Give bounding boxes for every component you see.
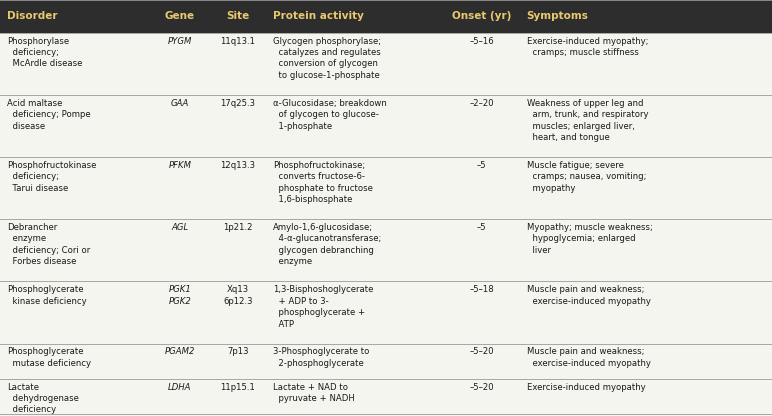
Text: Muscle fatigue; severe
  cramps; nausea, vomiting;
  myopathy: Muscle fatigue; severe cramps; nausea, v… [527, 161, 646, 193]
Text: Phosphorylase
  deficiency;
  McArdle disease: Phosphorylase deficiency; McArdle diseas… [7, 37, 83, 69]
Text: Exercise-induced myopathy;
  cramps; muscle stiffness: Exercise-induced myopathy; cramps; muscl… [527, 37, 648, 57]
Text: 11q13.1: 11q13.1 [220, 37, 256, 46]
Text: Xq13
6p12.3: Xq13 6p12.3 [223, 285, 252, 306]
Text: Lactate + NAD to
  pyruvate + NADH: Lactate + NAD to pyruvate + NADH [273, 383, 355, 403]
Text: Phosphofructokinase;
  converts fructose-6-
  phosphate to fructose
  1,6-bispho: Phosphofructokinase; converts fructose-6… [273, 161, 373, 204]
Text: 3-Phosphoglycerate to
  2-phosphoglycerate: 3-Phosphoglycerate to 2-phosphoglycerate [273, 347, 370, 368]
Text: AGL: AGL [171, 223, 188, 232]
Text: Phosphoglycerate
  kinase deficiency: Phosphoglycerate kinase deficiency [7, 285, 86, 306]
Text: Myopathy; muscle weakness;
  hypoglycemia; enlarged
  liver: Myopathy; muscle weakness; hypoglycemia;… [527, 223, 652, 255]
Text: PGAM2: PGAM2 [164, 347, 195, 357]
Text: Glycogen phosphorylase;
  catalyzes and regulates
  conversion of glycogen
  to : Glycogen phosphorylase; catalyzes and re… [273, 37, 381, 80]
Text: Weakness of upper leg and
  arm, trunk, and respiratory
  muscles; enlarged live: Weakness of upper leg and arm, trunk, an… [527, 99, 648, 142]
Text: 12q13.3: 12q13.3 [220, 161, 256, 170]
Bar [0, 95, 772, 157]
Bar [0, 344, 772, 379]
Text: Exercise-induced myopathy: Exercise-induced myopathy [527, 383, 645, 391]
Text: 1p21.2: 1p21.2 [223, 223, 252, 232]
Bar [0, 282, 772, 344]
Text: –5: –5 [477, 161, 486, 170]
Bar [0, 219, 772, 282]
Text: Muscle pain and weakness;
  exercise-induced myopathy: Muscle pain and weakness; exercise-induc… [527, 347, 650, 368]
Text: 7p13: 7p13 [227, 347, 249, 357]
Text: Disorder: Disorder [7, 11, 57, 21]
Text: –5–16: –5–16 [469, 37, 494, 46]
Text: –5–20: –5–20 [469, 383, 494, 391]
Text: Onset (yr): Onset (yr) [452, 11, 511, 21]
Text: Amylo-1,6-glucosidase;
  4-α-glucanotransferase;
  glycogen debranching
  enzyme: Amylo-1,6-glucosidase; 4-α-glucanotransf… [273, 223, 381, 266]
Text: PGK1
PGK2: PGK1 PGK2 [168, 285, 191, 306]
Text: –5–18: –5–18 [469, 285, 494, 294]
Text: –2–20: –2–20 [469, 99, 494, 108]
Text: –5–20: –5–20 [469, 347, 494, 357]
Bar [0, 157, 772, 219]
Bar [0, 379, 772, 414]
Text: Lactate
  dehydrogenase
  deficiency: Lactate dehydrogenase deficiency [7, 383, 79, 414]
Bar [0, 33, 772, 95]
Text: Debrancher
  enzyme
  deficiency; Cori or
  Forbes disease: Debrancher enzyme deficiency; Cori or Fo… [7, 223, 90, 266]
Bar [0, 0, 772, 33]
Text: Protein activity: Protein activity [273, 11, 364, 21]
Text: α-Glucosidase; breakdown
  of glycogen to glucose-
  1-phosphate: α-Glucosidase; breakdown of glycogen to … [273, 99, 387, 131]
Text: Phosphofructokinase
  deficiency;
  Tarui disease: Phosphofructokinase deficiency; Tarui di… [7, 161, 96, 193]
Text: 17q25.3: 17q25.3 [220, 99, 256, 108]
Text: GAA: GAA [171, 99, 189, 108]
Text: 11p15.1: 11p15.1 [220, 383, 256, 391]
Text: PYGM: PYGM [168, 37, 192, 46]
Text: Muscle pain and weakness;
  exercise-induced myopathy: Muscle pain and weakness; exercise-induc… [527, 285, 650, 306]
Text: Gene: Gene [164, 11, 195, 21]
Text: Phosphoglycerate
  mutase deficiency: Phosphoglycerate mutase deficiency [7, 347, 91, 368]
Text: Site: Site [226, 11, 249, 21]
Text: PFKM: PFKM [168, 161, 191, 170]
Text: –5: –5 [477, 223, 486, 232]
Text: 1,3-Bisphoshoglycerate
  + ADP to 3-
  phosphoglycerate +
  ATP: 1,3-Bisphoshoglycerate + ADP to 3- phosp… [273, 285, 374, 329]
Text: Acid maltase
  deficiency; Pompe
  disease: Acid maltase deficiency; Pompe disease [7, 99, 90, 131]
Text: Symptoms: Symptoms [527, 11, 588, 21]
Text: LDHA: LDHA [168, 383, 191, 391]
